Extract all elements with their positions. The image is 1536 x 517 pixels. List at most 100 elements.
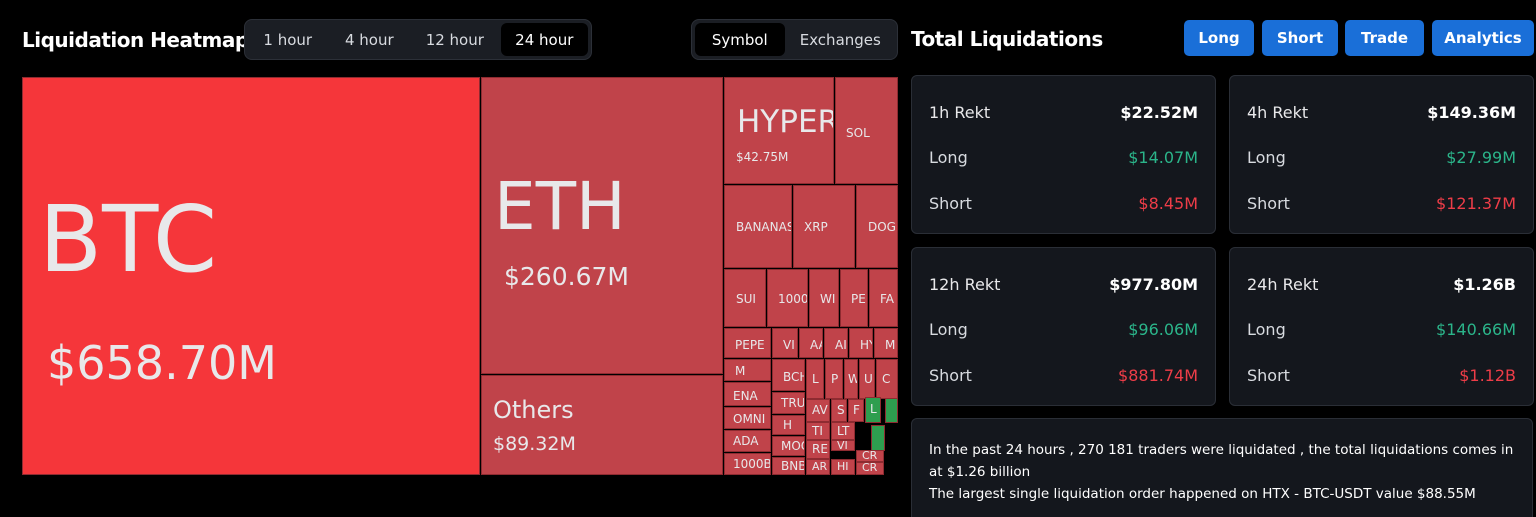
timeframe-tab[interactable]: 4 hour xyxy=(344,30,394,49)
treemap-cell: BTC $658.70M xyxy=(22,77,480,475)
cell-label: DOGE xyxy=(868,220,897,234)
cell-label: CR xyxy=(862,462,878,474)
cell-label: AI xyxy=(835,338,847,352)
view-tab[interactable]: Symbol xyxy=(695,23,785,56)
cell-value: $658.70M xyxy=(47,336,277,390)
cell-label: CR xyxy=(862,450,878,462)
row-value: $8.45M xyxy=(1138,194,1198,213)
cell-value: $260.67M xyxy=(504,262,629,291)
cell-label: BCH xyxy=(783,370,804,384)
cell-label: AV xyxy=(812,403,828,417)
row-value: $121.37M xyxy=(1436,194,1516,213)
treemap-cell: RE xyxy=(806,440,830,459)
rekt-card: 12h Rekt $977.80M Long $96.06M Short $881.74M xyxy=(911,247,1216,406)
timeframe-tab[interactable]: 1 hour xyxy=(263,30,313,49)
cell-label: HYPER xyxy=(737,104,834,140)
cell-label: F xyxy=(853,403,860,417)
treemap-cell: Others $89.32M xyxy=(481,375,723,475)
cell-label: BTC xyxy=(39,186,218,293)
filter-button[interactable]: Analytics xyxy=(1432,20,1534,56)
cell-label: TI xyxy=(812,424,823,438)
card-total: $977.80M xyxy=(1109,275,1198,294)
view-tab[interactable]: Exchanges xyxy=(799,30,881,49)
cell-label: PE xyxy=(851,292,866,306)
treemap-cell: AR xyxy=(806,459,830,475)
cell-label: VI xyxy=(783,338,795,352)
treemap-cell: ADA xyxy=(724,430,771,452)
totals-title: Total Liquidations xyxy=(911,27,1103,51)
treemap-cell: M xyxy=(874,328,898,358)
filter-button[interactable]: Trade xyxy=(1345,20,1424,56)
treemap-cell: PEPE xyxy=(724,328,771,358)
treemap-cell: AV xyxy=(806,399,830,422)
cell-label: OMNI xyxy=(733,412,766,426)
cell-label: SOL xyxy=(846,126,870,140)
cell-label: HY xyxy=(860,338,872,352)
row-value: $96.06M xyxy=(1128,320,1198,339)
treemap-cell: TRU xyxy=(772,392,805,414)
view-tabs: Symbol Exchanges xyxy=(691,19,898,60)
treemap-cell: DOGE xyxy=(856,185,898,268)
treemap-cell: AA xyxy=(799,328,823,358)
row-label: Short xyxy=(929,366,972,385)
card-total: $22.52M xyxy=(1120,103,1198,122)
card-period: 24h Rekt xyxy=(1247,275,1319,294)
treemap-cell: TI xyxy=(806,422,830,440)
treemap-cell: VI xyxy=(772,328,798,358)
row-value: $27.99M xyxy=(1446,148,1516,167)
treemap-cell: OMNI xyxy=(724,407,771,429)
treemap-cell: M xyxy=(724,359,771,381)
rekt-card: 1h Rekt $22.52M Long $14.07M Short $8.45M xyxy=(911,75,1216,234)
heatmap-title: Liquidation Heatmap xyxy=(22,28,249,52)
row-label: Long xyxy=(1247,148,1286,167)
cell-label: RE xyxy=(812,442,828,456)
treemap-cell: CR xyxy=(856,450,884,462)
treemap-cell: SUI xyxy=(724,269,766,327)
timeframe-tab[interactable]: 12 hour xyxy=(425,30,484,49)
filter-button[interactable]: Long xyxy=(1184,20,1254,56)
card-period: 4h Rekt xyxy=(1247,103,1309,122)
treemap-cell: S xyxy=(831,399,847,422)
treemap-cell: H xyxy=(772,415,805,435)
cell-label: AR xyxy=(812,460,828,473)
cell-label: U xyxy=(864,372,873,386)
treemap-cell xyxy=(871,425,885,451)
row-label: Long xyxy=(929,320,968,339)
cell-label: VI xyxy=(837,440,848,451)
treemap-cell: AI xyxy=(824,328,848,358)
timeframe-tab[interactable]: 24 hour xyxy=(500,23,588,56)
row-value: $140.66M xyxy=(1436,320,1516,339)
card-total: $1.26B xyxy=(1453,275,1516,294)
treemap-cell: MOO xyxy=(772,436,805,456)
row-label: Short xyxy=(929,194,972,213)
treemap-cell: U xyxy=(859,359,875,399)
row-value: $14.07M xyxy=(1128,148,1198,167)
cell-label: 1000B xyxy=(733,457,771,471)
treemap-cell: ETH $260.67M xyxy=(481,77,723,374)
treemap-cell: VI xyxy=(831,440,855,451)
cell-label: H xyxy=(783,418,793,432)
treemap-cell: XRP xyxy=(793,185,855,268)
treemap-cell: ENA xyxy=(724,382,771,406)
summary-line: In the past 24 hours , 270 181 traders w… xyxy=(929,442,1514,480)
row-label: Short xyxy=(1247,194,1290,213)
summary-line: The largest single liquidation order hap… xyxy=(929,486,1476,502)
treemap-cell: BNB xyxy=(772,457,805,475)
timeframe-tabs: 1 hour 4 hour 12 hour 24 hour xyxy=(244,19,592,60)
treemap-cell: F xyxy=(848,399,864,422)
cell-label: FA xyxy=(880,292,895,306)
treemap-cell: WI xyxy=(809,269,839,327)
treemap-cell: W xyxy=(844,359,858,399)
rekt-card: 4h Rekt $149.36M Long $27.99M Short $121.37M xyxy=(1229,75,1534,234)
treemap-cell: PE xyxy=(840,269,868,327)
treemap-cell: 1000B xyxy=(724,453,771,475)
filter-button[interactable]: Short xyxy=(1262,20,1338,56)
cell-label: BNB xyxy=(781,459,805,473)
cell-label: ADA xyxy=(733,434,759,448)
treemap-cell: C xyxy=(876,359,898,399)
treemap-cell: BCH xyxy=(772,359,805,391)
cell-label: XRP xyxy=(804,220,828,234)
cell-label: MOO xyxy=(781,439,804,453)
cell-label: W xyxy=(848,372,857,386)
